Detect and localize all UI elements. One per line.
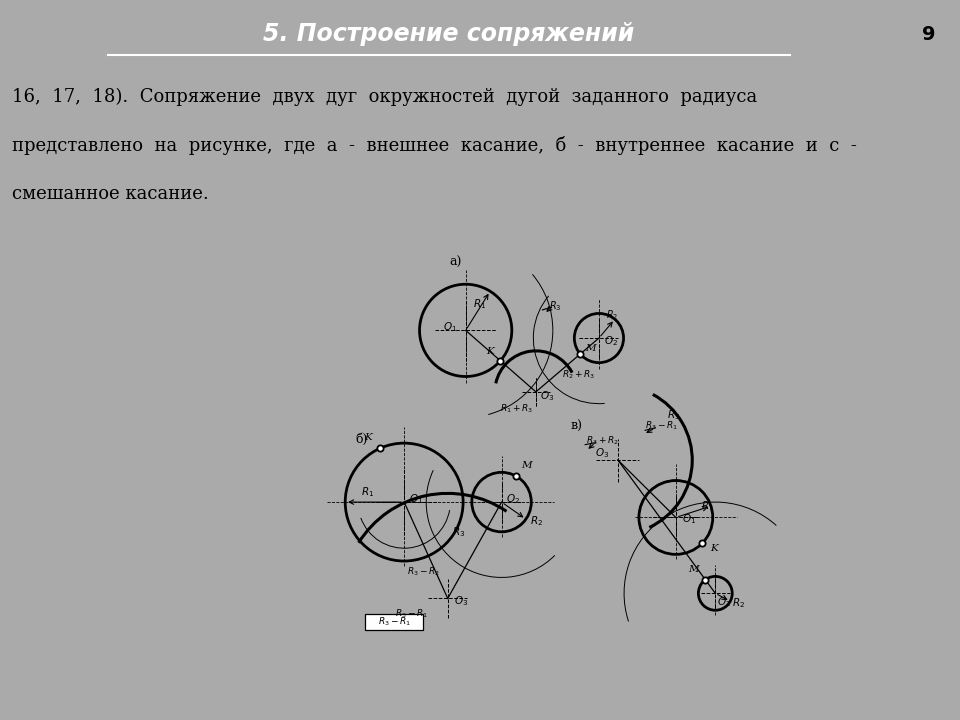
- Text: а): а): [449, 256, 462, 269]
- Text: 5. Построение сопряжений: 5. Построение сопряжений: [263, 22, 635, 46]
- Text: $O_2$: $O_2$: [506, 492, 519, 506]
- Text: $R_3-R_1$: $R_3-R_1$: [378, 616, 411, 629]
- Text: $R_1+R_3$: $R_1+R_3$: [500, 402, 534, 415]
- Text: $R_3-R_1$: $R_3-R_1$: [645, 420, 679, 433]
- Text: K: K: [364, 433, 372, 441]
- Text: $R_3-R_1$: $R_3-R_1$: [396, 608, 428, 620]
- Text: $R_2$: $R_2$: [606, 309, 618, 323]
- Text: $O_3$: $O_3$: [595, 446, 610, 460]
- Text: $R_3$: $R_3$: [666, 408, 680, 422]
- Text: $R_2+R_3$: $R_2+R_3$: [562, 369, 595, 381]
- Text: $R_1$: $R_1$: [361, 485, 373, 499]
- Text: представлено  на  рисунке,  где  а  -  внешнее  касание,  б  -  внутреннее  каса: представлено на рисунке, где а - внешнее…: [12, 136, 857, 156]
- Text: $O_3$: $O_3$: [454, 595, 468, 608]
- Text: $O_1$: $O_1$: [444, 320, 457, 334]
- Text: K: K: [710, 544, 718, 553]
- Text: M: M: [687, 565, 698, 574]
- Text: $R_1$: $R_1$: [473, 297, 487, 310]
- Text: $R_1$: $R_1$: [701, 499, 714, 513]
- Text: $O_1$: $O_1$: [409, 492, 423, 506]
- FancyBboxPatch shape: [365, 614, 423, 630]
- Text: $O_2$: $O_2$: [716, 595, 731, 609]
- Text: смешанное касание.: смешанное касание.: [12, 185, 209, 203]
- Text: $O_3$: $O_3$: [540, 389, 554, 403]
- Text: K: K: [486, 347, 493, 356]
- Text: в): в): [571, 420, 583, 433]
- Text: $R_3$: $R_3$: [549, 300, 562, 313]
- Text: $R_3$: $R_3$: [452, 525, 466, 539]
- Text: б): б): [355, 433, 368, 446]
- Text: 9: 9: [922, 24, 936, 44]
- Text: M: M: [586, 344, 596, 354]
- Text: $O_2$: $O_2$: [604, 334, 618, 348]
- Text: $R_2$: $R_2$: [530, 515, 543, 528]
- Text: $R_3-R_2$: $R_3-R_2$: [406, 565, 440, 577]
- Text: 16,  17,  18).  Сопряжение  двух  дуг  окружностей  дугой  заданного  радиуса: 16, 17, 18). Сопряжение двух дуг окружно…: [12, 88, 757, 106]
- Text: M: M: [521, 462, 532, 470]
- Text: $O_1$: $O_1$: [683, 513, 696, 526]
- Text: $R_2$: $R_2$: [732, 597, 745, 611]
- Text: $R_3+R_2$: $R_3+R_2$: [586, 434, 619, 447]
